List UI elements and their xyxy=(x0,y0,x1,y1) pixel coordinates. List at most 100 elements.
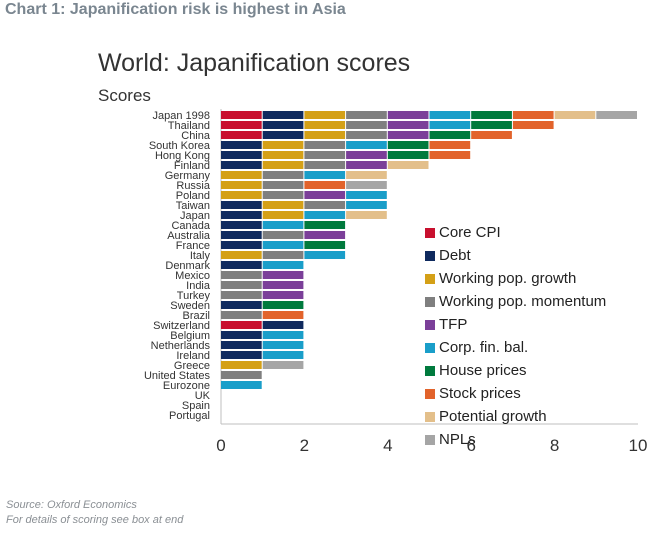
category-label: Greece xyxy=(174,360,210,372)
bar-segment xyxy=(304,151,346,159)
bar-segment xyxy=(262,321,304,329)
category-label: South Korea xyxy=(149,140,211,152)
category-label: Spain xyxy=(182,400,210,412)
bar-segment xyxy=(387,161,429,169)
legend-swatch xyxy=(425,434,435,445)
legend-label: Corp. fin. bal. xyxy=(439,339,529,356)
bar-segment xyxy=(304,201,346,209)
bar-segment xyxy=(221,281,262,289)
bar-segment xyxy=(304,161,346,169)
legend-label: Working pop. growth xyxy=(439,270,577,287)
category-label: Japan 1998 xyxy=(153,110,211,122)
category-label: Brazil xyxy=(182,310,210,322)
category-label: Australia xyxy=(167,230,211,242)
category-label: Germany xyxy=(165,170,211,182)
bar-segment xyxy=(429,151,471,159)
legend-swatch xyxy=(425,273,435,284)
bar-segment xyxy=(304,111,346,119)
legend-item: Core CPI xyxy=(425,221,660,244)
bar-segment xyxy=(596,111,637,119)
bar-segment xyxy=(262,211,304,219)
bar-segment xyxy=(346,201,387,209)
bar-segment xyxy=(221,361,262,369)
category-label: Thailand xyxy=(168,120,210,132)
legend-label: NPLs xyxy=(439,431,476,448)
category-label: Taiwan xyxy=(176,200,210,212)
legend-item: Stock prices xyxy=(425,382,660,405)
bar-segment xyxy=(471,121,512,129)
bar-segment xyxy=(262,361,304,369)
bar-segment xyxy=(221,111,262,119)
x-tick-label: 4 xyxy=(383,436,392,455)
category-label: Finland xyxy=(174,160,210,172)
bar-segment xyxy=(221,171,262,179)
bar-segment xyxy=(304,241,346,249)
legend-swatch xyxy=(425,411,435,422)
bar-segment xyxy=(262,331,304,339)
bar-segment xyxy=(221,211,262,219)
bar-segment xyxy=(262,221,304,229)
bar-segment xyxy=(221,341,262,349)
legend-swatch xyxy=(425,388,435,399)
bar-segment xyxy=(429,121,471,129)
bar-segment xyxy=(554,111,596,119)
bar-segment xyxy=(221,311,262,319)
bar-segment xyxy=(262,301,304,309)
source-text: Source: Oxford Economics xyxy=(6,499,137,511)
chart-legend: Core CPI Debt Working pop. growth Working p… xyxy=(425,221,660,451)
bar-segment xyxy=(387,111,429,119)
bar-segment xyxy=(221,201,262,209)
legend-item: Working pop. growth xyxy=(425,267,660,290)
bar-segment xyxy=(262,341,304,349)
bar-segment xyxy=(221,321,262,329)
bar-segment xyxy=(262,251,304,259)
legend-label: Stock prices xyxy=(439,385,521,402)
category-label: UK xyxy=(195,390,211,402)
bar-segment xyxy=(262,191,304,199)
bar-segment xyxy=(304,181,346,189)
legend-swatch xyxy=(425,319,435,330)
bar-segment xyxy=(221,381,262,389)
category-label: Switzerland xyxy=(153,320,210,332)
category-label: Hong Kong xyxy=(155,150,210,162)
bar-segment xyxy=(221,371,262,379)
bar-segment xyxy=(221,161,262,169)
bar-segment xyxy=(221,121,262,129)
bar-segment xyxy=(262,291,304,299)
bar-segment xyxy=(304,131,346,139)
bar-segment xyxy=(221,301,262,309)
chart: World: Japanification scores Scores Japa… xyxy=(0,35,666,500)
bar-segment xyxy=(221,261,262,269)
source-note: Source: Oxford Economics For details of … xyxy=(6,498,183,528)
category-label: Poland xyxy=(176,190,210,202)
legend-swatch xyxy=(425,250,435,261)
legend-swatch xyxy=(425,342,435,353)
bar-segment xyxy=(304,221,346,229)
bar-segment xyxy=(304,171,346,179)
chart-subtitle: Scores xyxy=(98,86,151,105)
x-tick-label: 2 xyxy=(300,436,309,455)
legend-label: Core CPI xyxy=(439,224,501,241)
category-label: Turkey xyxy=(177,290,211,302)
category-label: Eurozone xyxy=(163,380,210,392)
category-label: Portugal xyxy=(169,410,210,422)
bar-segment xyxy=(221,151,262,159)
legend-item: Potential growth xyxy=(425,405,660,428)
category-label: Belgium xyxy=(170,330,210,342)
bar-segment xyxy=(304,231,346,239)
category-label: France xyxy=(176,240,210,252)
bar-segment xyxy=(304,121,346,129)
bar-segment xyxy=(304,251,346,259)
category-label: India xyxy=(186,280,211,292)
legend-swatch xyxy=(425,365,435,376)
bar-segment xyxy=(221,141,262,149)
bar-segment xyxy=(262,201,304,209)
bar-segment xyxy=(221,291,262,299)
page-title: Chart 1: Japanification risk is highest … xyxy=(5,1,346,18)
bar-segment xyxy=(346,171,387,179)
bar-segment xyxy=(346,131,387,139)
legend-label: Debt xyxy=(439,247,471,264)
bar-segment xyxy=(346,181,387,189)
category-label: Canada xyxy=(171,220,210,232)
bar-segment xyxy=(262,161,304,169)
